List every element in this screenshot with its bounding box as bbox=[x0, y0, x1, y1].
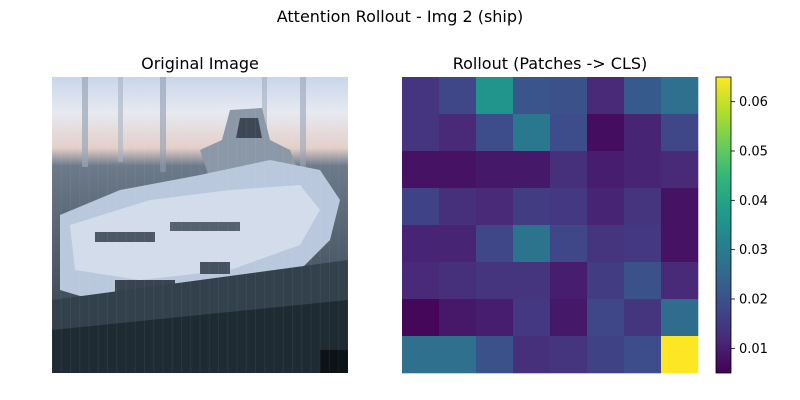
heatmap-cell-r5-c6 bbox=[624, 262, 662, 300]
heatmap-cell-r6-c5 bbox=[587, 299, 625, 337]
heatmap-cell-r5-c1 bbox=[439, 262, 477, 300]
heatmap-cell-r3-c4 bbox=[550, 188, 588, 226]
heatmap-cell-r4-c6 bbox=[624, 225, 662, 263]
heatmap-cell-r0-c4 bbox=[550, 77, 588, 115]
colorbar-bar bbox=[715, 76, 732, 374]
heatmap-cell-r2-c2 bbox=[476, 151, 514, 189]
heatmap-cell-r2-c7 bbox=[661, 151, 699, 189]
heatmap-cell-r2-c4 bbox=[550, 151, 588, 189]
heatmap-cell-r5-c4 bbox=[550, 262, 588, 300]
heatmap-cell-r7-c5 bbox=[587, 336, 625, 374]
heatmap-cell-r4-c4 bbox=[550, 225, 588, 263]
heatmap-cell-r5-c0 bbox=[402, 262, 440, 300]
rollout-title: Rollout (Patches -> CLS) bbox=[453, 54, 648, 73]
heatmap-cell-r0-c3 bbox=[513, 77, 551, 115]
heatmap-cell-r0-c6 bbox=[624, 77, 662, 115]
heatmap-cell-r4-c7 bbox=[661, 225, 699, 263]
heatmap-cell-r7-c1 bbox=[439, 336, 477, 374]
heatmap-cell-r1-c0 bbox=[402, 114, 440, 152]
heatmap-cell-r4-c2 bbox=[476, 225, 514, 263]
colorbar-tick-label: 0.05 bbox=[739, 145, 768, 160]
heatmap-cell-r3-c2 bbox=[476, 188, 514, 226]
heatmap-cell-r5-c7 bbox=[661, 262, 699, 300]
heatmap-cell-r4-c1 bbox=[439, 225, 477, 263]
heatmap-cell-r4-c5 bbox=[587, 225, 625, 263]
colorbar-tick-label: 0.01 bbox=[739, 342, 768, 357]
heatmap-cell-r4-c3 bbox=[513, 225, 551, 263]
heatmap-cell-r7-c2 bbox=[476, 336, 514, 374]
heatmap-cell-r3-c6 bbox=[624, 188, 662, 226]
heatmap-cell-r5-c3 bbox=[513, 262, 551, 300]
heatmap-cell-r1-c5 bbox=[587, 114, 625, 152]
heatmap-cell-r7-c3 bbox=[513, 336, 551, 374]
colorbar-tick-label: 0.03 bbox=[739, 243, 768, 258]
heatmap-cell-r0-c5 bbox=[587, 77, 625, 115]
heatmap-cell-r2-c0 bbox=[402, 151, 440, 189]
heatmap-cell-r0-c2 bbox=[476, 77, 514, 115]
heatmap-cell-r1-c6 bbox=[624, 114, 662, 152]
colorbar-tick-label: 0.02 bbox=[739, 293, 768, 308]
colorbar-tick-label: 0.04 bbox=[739, 194, 768, 209]
heatmap-cell-r2-c1 bbox=[439, 151, 477, 189]
heatmap-cell-r6-c0 bbox=[402, 299, 440, 337]
colorbar-tick-label: 0.06 bbox=[739, 95, 768, 110]
heatmap-cell-r0-c7 bbox=[661, 77, 699, 115]
colorbar: 0.01 0.02 0.03 0.04 0.05 0.06 bbox=[715, 76, 768, 374]
heatmap-cell-r1-c1 bbox=[439, 114, 477, 152]
heatmap-cell-r1-c7 bbox=[661, 114, 699, 152]
original-image-title: Original Image bbox=[141, 54, 259, 73]
heatmap-cell-r3-c5 bbox=[587, 188, 625, 226]
heatmap-cell-r1-c4 bbox=[550, 114, 588, 152]
heatmap-cell-r1-c2 bbox=[476, 114, 514, 152]
heatmap-cell-r3-c1 bbox=[439, 188, 477, 226]
rollout-heatmap bbox=[402, 77, 699, 374]
heatmap-cell-r6-c1 bbox=[439, 299, 477, 337]
original-image bbox=[52, 77, 348, 373]
heatmap-cell-r4-c0 bbox=[402, 225, 440, 263]
figure-title: Attention Rollout - Img 2 (ship) bbox=[277, 7, 524, 26]
heatmap-cell-r0-c0 bbox=[402, 77, 440, 115]
heatmap-cell-r7-c7 bbox=[661, 336, 699, 374]
heatmap-cell-r5-c2 bbox=[476, 262, 514, 300]
heatmap-cell-r5-c5 bbox=[587, 262, 625, 300]
heatmap-cell-r3-c7 bbox=[661, 188, 699, 226]
heatmap-cell-r6-c6 bbox=[624, 299, 662, 337]
heatmap-cell-r7-c4 bbox=[550, 336, 588, 374]
heatmap-cell-r6-c2 bbox=[476, 299, 514, 337]
heatmap-cell-r3-c3 bbox=[513, 188, 551, 226]
heatmap-cell-r6-c7 bbox=[661, 299, 699, 337]
heatmap-cell-r7-c0 bbox=[402, 336, 440, 374]
heatmap-cell-r2-c3 bbox=[513, 151, 551, 189]
heatmap-cell-r6-c3 bbox=[513, 299, 551, 337]
heatmap-cell-r2-c6 bbox=[624, 151, 662, 189]
heatmap-cell-r0-c1 bbox=[439, 77, 477, 115]
heatmap-cell-r3-c0 bbox=[402, 188, 440, 226]
heatmap-cell-r2-c5 bbox=[587, 151, 625, 189]
heatmap-cell-r1-c3 bbox=[513, 114, 551, 152]
heatmap-cell-r7-c6 bbox=[624, 336, 662, 374]
heatmap-cell-r6-c4 bbox=[550, 299, 588, 337]
